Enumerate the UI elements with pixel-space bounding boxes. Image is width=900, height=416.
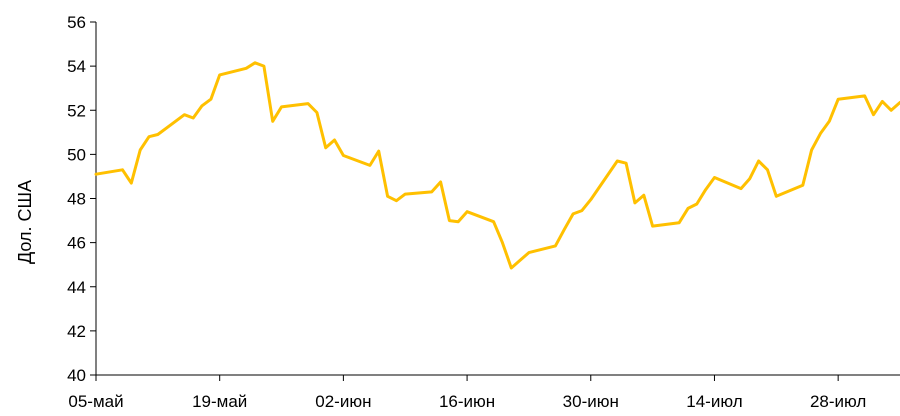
- data-point: [589, 198, 592, 201]
- x-tick-label: 28-июл: [810, 392, 866, 411]
- data-point: [342, 154, 345, 157]
- y-tick-label: 52: [67, 101, 86, 120]
- data-point: [183, 113, 186, 116]
- data-point: [801, 184, 804, 187]
- data-point: [554, 244, 557, 248]
- data-point: [139, 148, 142, 152]
- data-point: [563, 228, 566, 231]
- data-point: [624, 162, 628, 165]
- data-point: [280, 105, 283, 109]
- data-point: [766, 168, 769, 171]
- data-point: [757, 159, 760, 163]
- data-point: [863, 94, 866, 98]
- data-point: [890, 109, 893, 112]
- data-point: [616, 159, 619, 163]
- x-tick-label: 30-июн: [563, 392, 619, 411]
- data-point: [448, 219, 451, 222]
- y-tick-label: 46: [67, 234, 86, 253]
- data-point: [324, 146, 327, 149]
- data-point: [739, 187, 743, 190]
- data-point: [147, 135, 151, 138]
- data-point: [704, 188, 707, 191]
- data-point: [465, 210, 469, 213]
- y-tick-label: 54: [67, 57, 86, 76]
- data-point: [430, 190, 433, 194]
- y-tick-label: 40: [67, 366, 86, 385]
- y-axis: 40 42 44 46 48 50 52 54 56: [67, 13, 97, 385]
- data-point: [439, 180, 442, 184]
- data-point: [209, 98, 213, 101]
- data-point: [837, 98, 840, 101]
- data-point: [633, 201, 637, 205]
- data-point: [492, 220, 495, 223]
- data-point: [262, 64, 266, 68]
- data-point: [501, 241, 504, 244]
- data-point: [333, 138, 336, 142]
- x-tick-label: 16-июн: [439, 392, 495, 411]
- data-point: [713, 176, 716, 179]
- data-point: [775, 195, 778, 198]
- data-point: [94, 173, 98, 176]
- data-point: [872, 113, 875, 116]
- y-tick-label: 44: [67, 278, 86, 297]
- x-tick-label: 19-май: [192, 392, 247, 411]
- data-point: [580, 209, 584, 212]
- data-point: [881, 100, 884, 103]
- data-point: [686, 207, 690, 210]
- data-point: [200, 104, 204, 108]
- data-point: [245, 67, 248, 70]
- data-point: [677, 221, 681, 224]
- y-tick-label: 42: [67, 322, 86, 341]
- y-tick-label: 48: [67, 190, 86, 209]
- y-axis-title: Дол. США: [15, 180, 35, 264]
- x-tick-label: 14-июл: [686, 392, 742, 411]
- series-line: [94, 61, 900, 270]
- data-point: [819, 132, 822, 135]
- x-tick-label: 02-июн: [315, 392, 371, 411]
- data-point: [527, 251, 531, 254]
- series-layer: [94, 61, 900, 270]
- data-point: [253, 61, 257, 64]
- data-point: [404, 192, 407, 196]
- data-point: [395, 199, 398, 202]
- data-point: [571, 212, 575, 216]
- data-point: [377, 149, 380, 153]
- data-point: [315, 111, 319, 114]
- data-point: [642, 194, 645, 197]
- x-tick-label: 05-май: [68, 392, 123, 411]
- data-point: [518, 259, 522, 262]
- y-tick-label: 50: [67, 145, 86, 164]
- y-tick-label: 56: [67, 13, 86, 32]
- data-point: [386, 195, 389, 198]
- x-axis: 05-май 19-май 02-июн 16-июн 30-июн 14-июл 28-и…: [68, 374, 900, 411]
- data-point: [651, 224, 654, 228]
- data-point: [156, 133, 159, 136]
- data-point: [218, 73, 221, 77]
- data-point: [192, 116, 195, 120]
- data-point: [121, 168, 124, 171]
- data-point: [510, 266, 513, 270]
- data-point: [695, 202, 698, 206]
- data-point: [457, 220, 460, 223]
- data-point: [130, 181, 133, 185]
- data-point: [748, 177, 751, 180]
- data-point: [306, 102, 310, 105]
- data-point: [810, 148, 813, 152]
- data-point: [828, 120, 831, 123]
- data-point: [368, 164, 372, 167]
- data-point: [271, 120, 274, 123]
